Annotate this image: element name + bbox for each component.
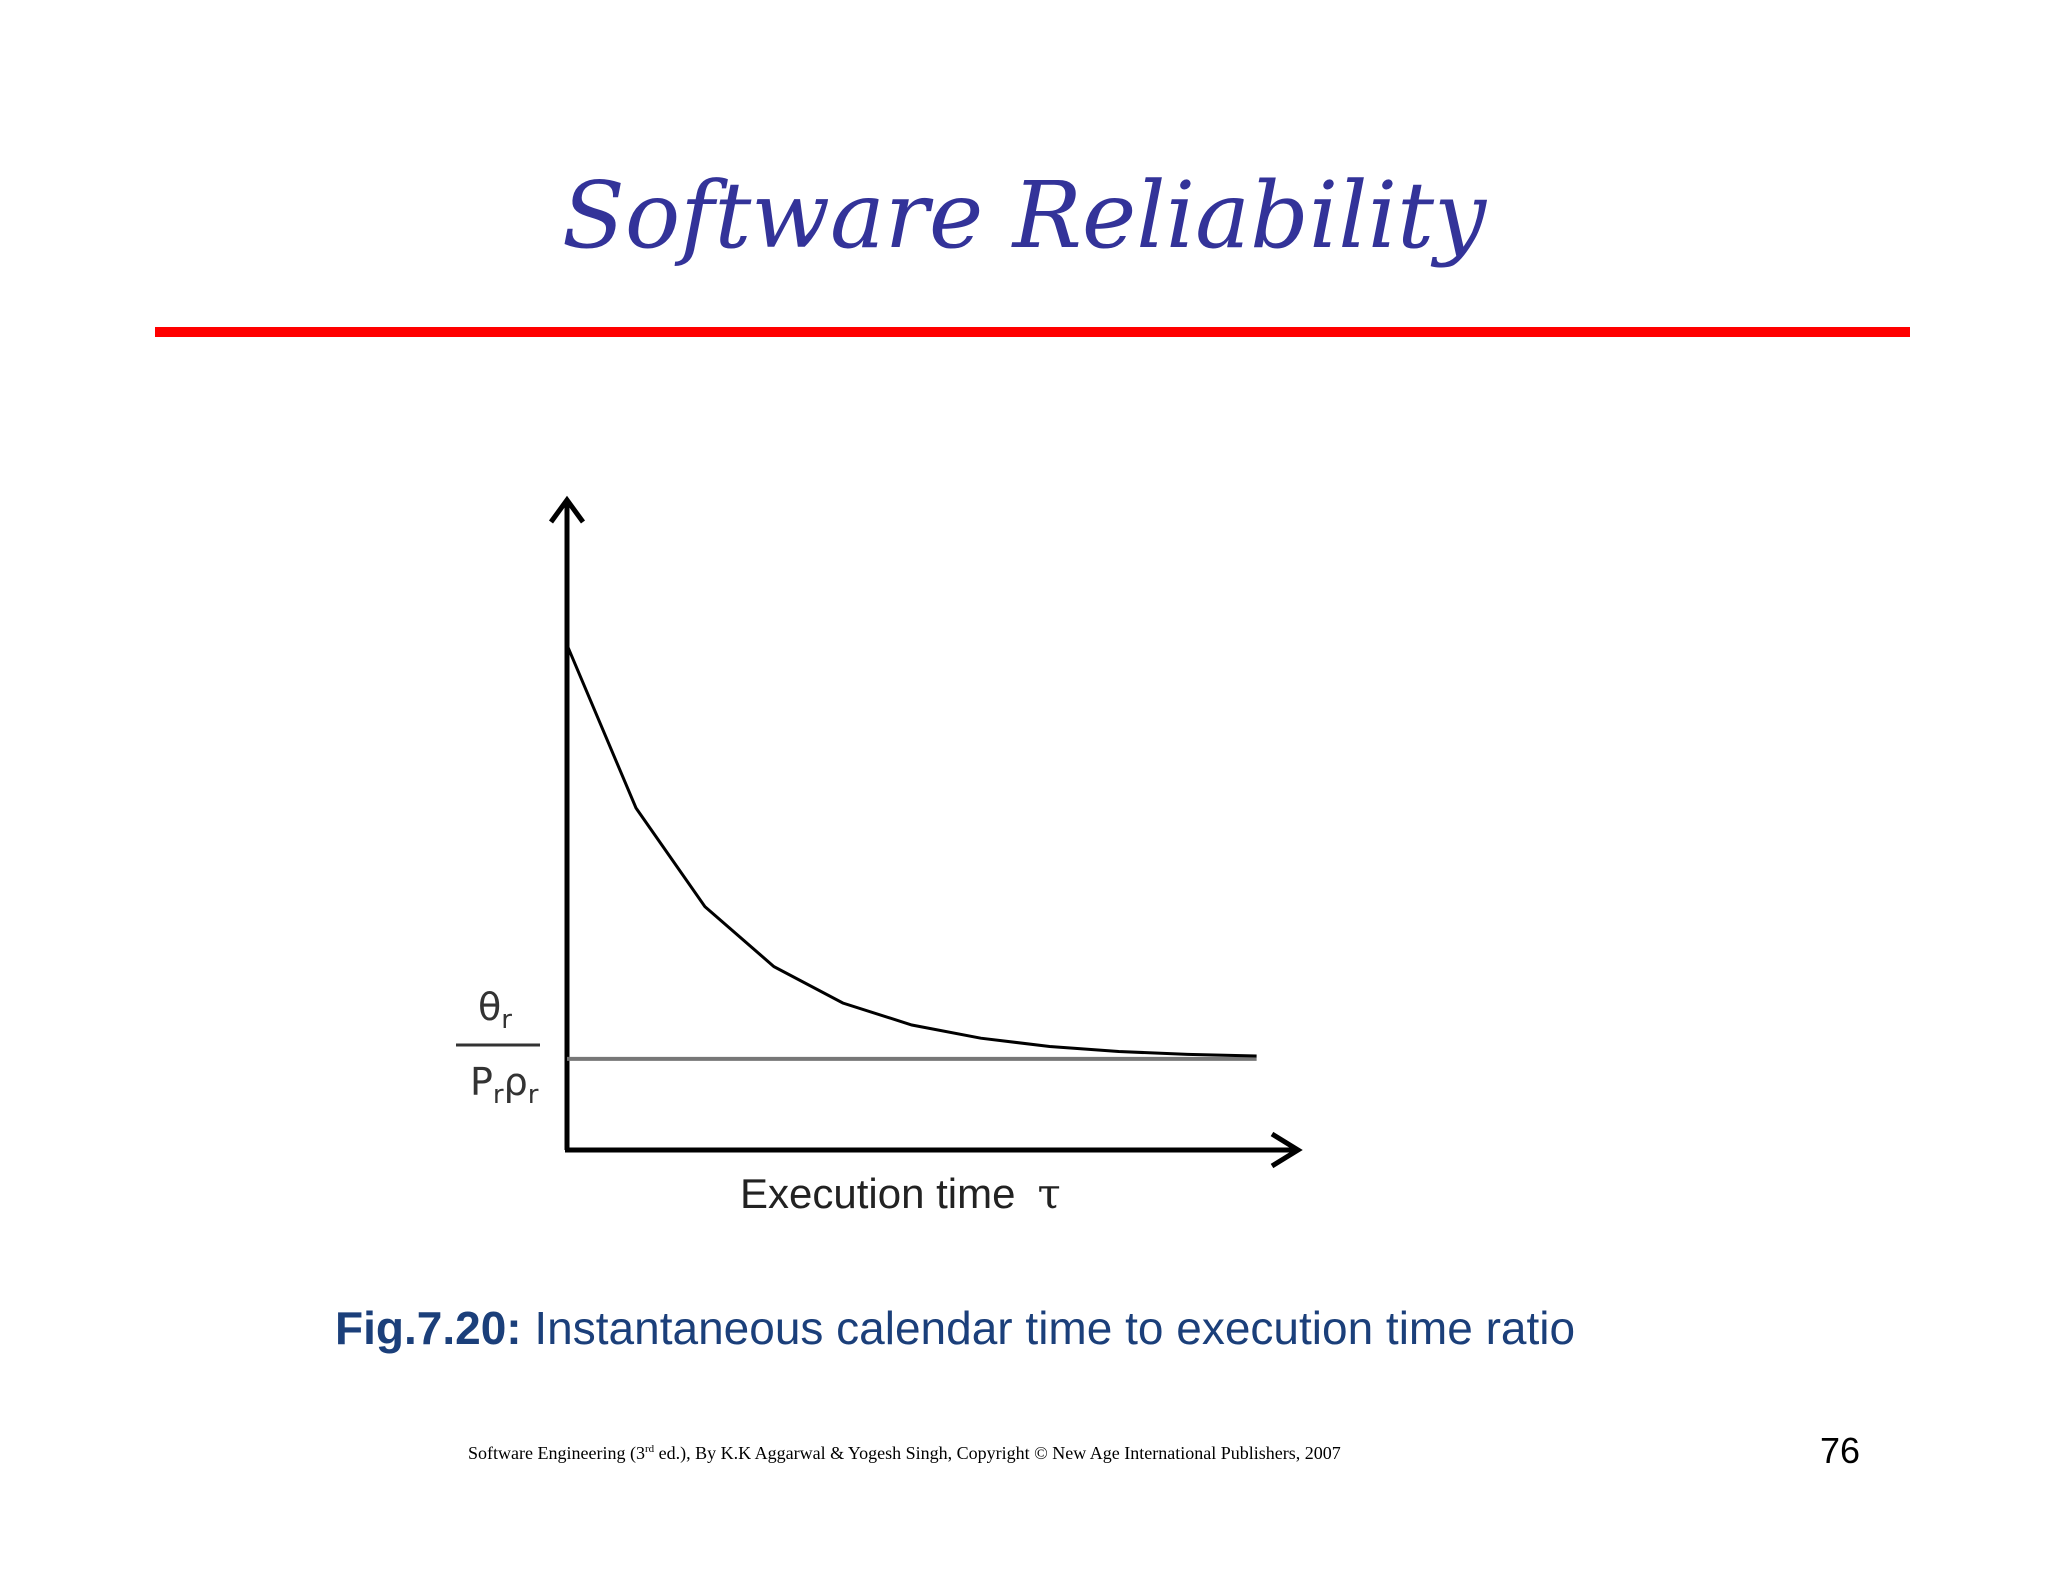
x-axis-label: Execution time τ <box>740 1169 1061 1218</box>
asymptote-label: θr Prρr <box>456 985 540 1110</box>
y-axis-arrowhead <box>548 495 586 524</box>
figure-caption-text: Instantaneous calendar time to execution… <box>534 1302 1576 1354</box>
label-theta: θ <box>478 985 501 1029</box>
footer-sup: rd <box>644 1443 655 1455</box>
svg-text:θr: θr <box>478 985 512 1035</box>
x-axis-label-text: Execution time <box>740 1170 1015 1217</box>
slide-title: Software Reliability <box>561 162 1487 269</box>
slide-footer: Software Engineering (3rd ed.), By K.K A… <box>468 1443 1341 1464</box>
label-theta-sub: r <box>501 1005 512 1035</box>
figure-caption: Fig.7.20: Instantaneous calendar time to… <box>335 1305 1575 1351</box>
series-curve <box>565 644 1257 1058</box>
x-axis-label-symbol: τ <box>1037 1169 1060 1218</box>
page-number: 76 <box>1820 1430 1861 1471</box>
label-rho: ρ <box>504 1060 528 1104</box>
label-rho-sub: r <box>528 1080 539 1110</box>
label-p: P <box>470 1060 493 1104</box>
label-p-sub: r <box>493 1080 504 1110</box>
figure-caption-label: Fig.7.20: <box>335 1302 522 1354</box>
svg-text:Prρr: Prρr <box>470 1060 539 1110</box>
footer-post: ed.), By K.K Aggarwal & Yogesh Singh, Co… <box>654 1443 1341 1463</box>
x-axis-arrowhead <box>1270 1131 1303 1169</box>
footer-pre: Software Engineering (3 <box>468 1443 645 1463</box>
title-divider <box>155 327 1910 337</box>
